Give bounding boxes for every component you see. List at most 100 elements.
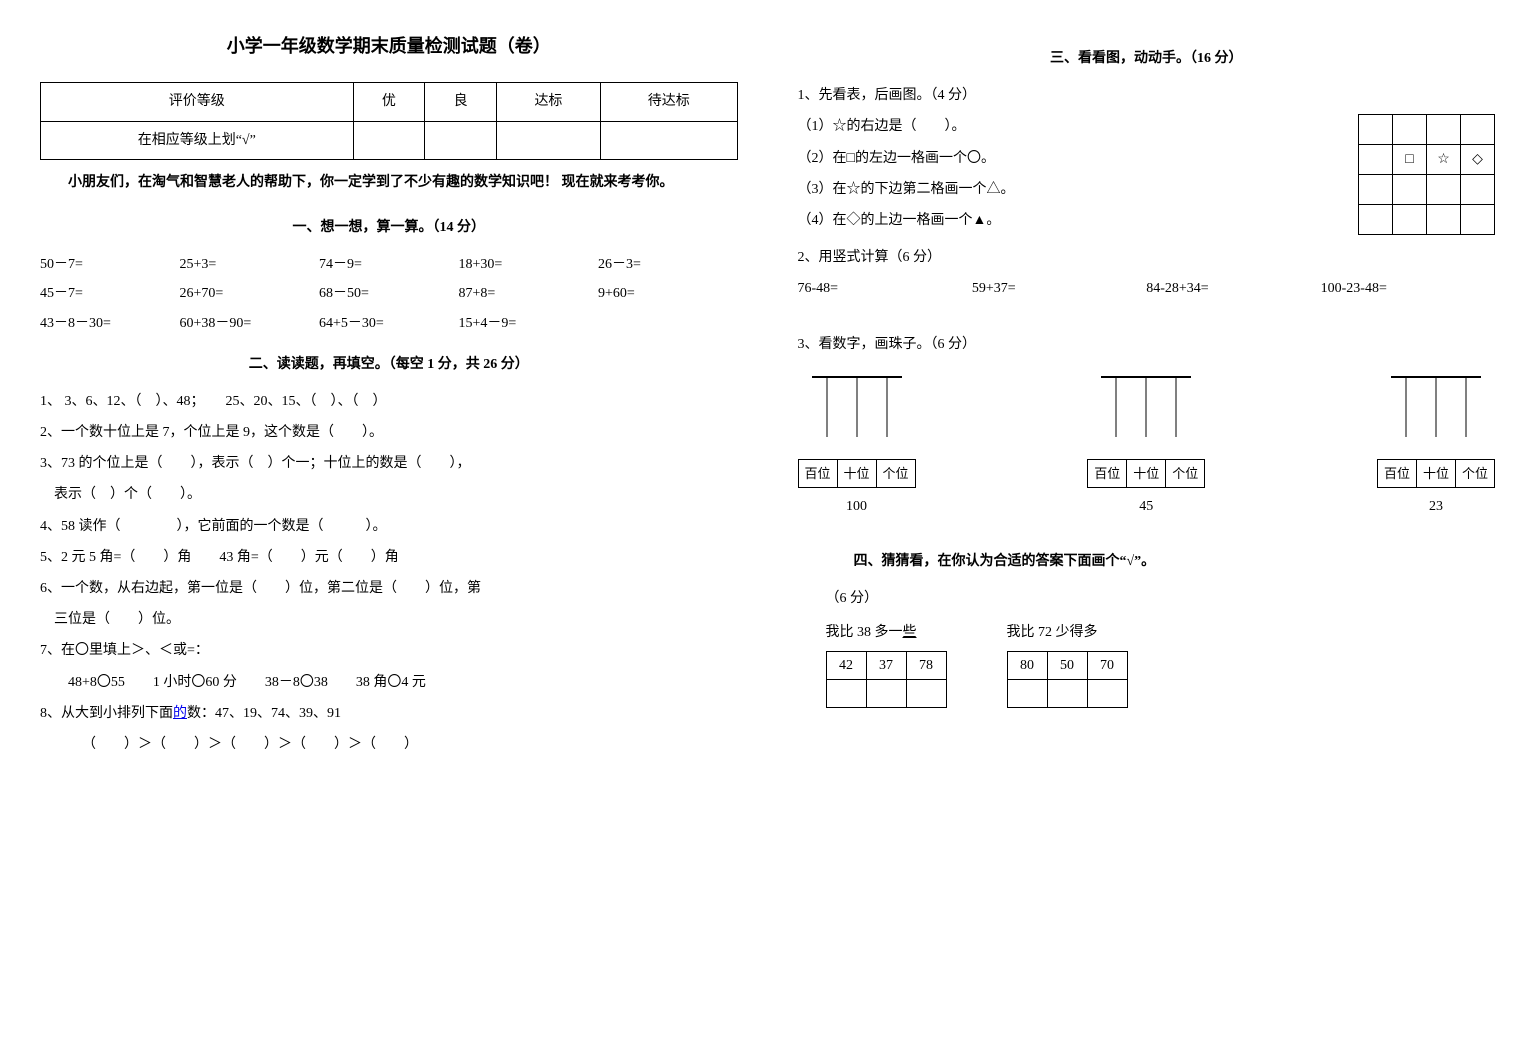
guess-row: 我比 38 多一些 42 37 78 我比 72 少得多 — [798, 620, 1496, 708]
arith-item: 18+30= — [459, 252, 599, 277]
vert-item: 84-28+34= — [1146, 276, 1320, 301]
opt-cell: 70 — [1087, 651, 1127, 679]
grade-cell — [353, 121, 425, 159]
option-table: 80 50 70 — [1007, 651, 1128, 708]
grid-cell — [1393, 175, 1427, 205]
section-1-title: 一、想一想，算一算。（14 分） — [40, 215, 738, 240]
vertical-calc-row: 76-48= 59+37= 84-28+34= 100-23-48= — [798, 276, 1496, 301]
q2-8c: （ ）＞（ ）＞（ ）＞（ ）＞（ ） — [40, 732, 738, 757]
arith-item: 45－7= — [40, 281, 180, 306]
grade-row-label: 在相应等级上划“√” — [41, 121, 354, 159]
q2-1: 1、 3、6、12、（ ）、48； 25、20、15、（ ）、（ ） — [40, 389, 738, 414]
opt-cell: 80 — [1007, 651, 1047, 679]
option-table: 42 37 78 — [826, 651, 947, 708]
guess-label-underline: 些 — [903, 625, 917, 640]
grade-cell — [600, 121, 737, 159]
abacus-45: 百位 十位 个位 45 — [1087, 367, 1205, 520]
arith-item: 43－8－30= — [40, 311, 180, 336]
section-3-title: 三、看看图，动动手。（16 分） — [798, 46, 1496, 71]
arith-item: 64+5－30= — [319, 311, 459, 336]
q2-6b: 三位是（ ）位。 — [40, 607, 738, 632]
arith-item: 26+70= — [180, 281, 320, 306]
section-2-title: 二、读读题，再填空。（每空 1 分，共 26 分） — [40, 352, 738, 377]
grid-cell — [1359, 115, 1393, 145]
q2-5: 5、2 元 5 角=（ ）角 43 角=（ ）元（ ）角 — [40, 545, 738, 570]
place-row: 百位 十位 个位 — [1377, 459, 1495, 488]
table-row: □ ☆ ◇ — [1359, 145, 1495, 175]
arith-item: 26－3= — [598, 252, 738, 277]
opt-blank — [1047, 680, 1087, 708]
opt-blank — [906, 680, 946, 708]
page-title: 小学一年级数学期末质量检测试题（卷） — [40, 30, 738, 62]
grid-cell — [1393, 115, 1427, 145]
grade-cell — [425, 121, 497, 159]
arith-item: 87+8= — [459, 281, 599, 306]
place-label: 个位 — [876, 459, 915, 487]
intro-text: 小朋友们，在淘气和智慧老人的帮助下，你一定学到了不少有趣的数学知识吧！ 现在就来… — [40, 170, 738, 195]
s3-p2: 2、用竖式计算（6 分） — [798, 245, 1496, 270]
guess-block-1: 我比 38 多一些 42 37 78 — [826, 620, 947, 708]
place-label: 个位 — [1455, 459, 1494, 487]
q2-8a: 8、从大到小排列下面 — [40, 706, 173, 721]
grid-cell — [1427, 205, 1461, 235]
abacus-icon — [802, 367, 912, 457]
opt-cell: 42 — [826, 651, 866, 679]
s3-p3: 3、看数字，画珠子。（6 分） — [798, 332, 1496, 357]
table-row: 评价等级 优 良 达标 待达标 — [41, 83, 738, 121]
grade-header: 优 — [353, 83, 425, 121]
grid-cell: ☆ — [1427, 145, 1461, 175]
place-row: 百位 十位 个位 — [1087, 459, 1205, 488]
table-row — [826, 680, 946, 708]
grid-cell — [1359, 205, 1393, 235]
grid-cell — [1359, 175, 1393, 205]
grade-header: 待达标 — [600, 83, 737, 121]
vert-item: 59+37= — [972, 276, 1146, 301]
q2-4: 4、58 读作（ ），它前面的一个数是（ ）。 — [40, 514, 738, 539]
table-row: 42 37 78 — [826, 651, 946, 679]
guess-label-1: 我比 38 多一些 — [826, 620, 947, 645]
grade-table: 评价等级 优 良 达标 待达标 在相应等级上划“√” — [40, 82, 738, 159]
abacus-row: 百位 十位 个位 100 百位 十位 个位 45 — [798, 367, 1496, 520]
grid-cell — [1461, 205, 1495, 235]
grade-header: 评价等级 — [41, 83, 354, 121]
table-row — [1007, 680, 1127, 708]
arith-row: 50－7= 25+3= 74－9= 18+30= 26－3= — [40, 252, 738, 277]
grid-cell — [1393, 205, 1427, 235]
arith-item: 9+60= — [598, 281, 738, 306]
arith-item — [598, 311, 738, 336]
opt-cell: 78 — [906, 651, 946, 679]
guess-label-2: 我比 72 少得多 — [1007, 620, 1128, 645]
vert-item: 100-23-48= — [1321, 276, 1495, 301]
grid-cell — [1461, 175, 1495, 205]
q2-8: 8、从大到小排列下面的数：47、19、74、39、91 — [40, 701, 738, 726]
q2-3b: 表示（ ）个（ ）。 — [40, 482, 738, 507]
arith-item: 74－9= — [319, 252, 459, 277]
opt-blank — [826, 680, 866, 708]
grid-cell — [1461, 115, 1495, 145]
abacus-icon — [1381, 367, 1491, 457]
opt-blank — [1007, 680, 1047, 708]
abacus-23: 百位 十位 个位 23 — [1377, 367, 1495, 520]
place-label: 百位 — [798, 459, 837, 487]
abacus-number: 23 — [1429, 494, 1443, 519]
abacus-icon — [1091, 367, 1201, 457]
abacus-number: 100 — [846, 494, 867, 519]
table-row — [1359, 205, 1495, 235]
place-label: 十位 — [1127, 459, 1166, 487]
abacus-number: 45 — [1139, 494, 1153, 519]
arith-item: 50－7= — [40, 252, 180, 277]
opt-cell: 37 — [866, 651, 906, 679]
q2-6: 6、一个数，从右边起，第一位是（ ）位，第二位是（ ）位，第 — [40, 576, 738, 601]
abacus-100: 百位 十位 个位 100 — [798, 367, 916, 520]
q2-8-link[interactable]: 的 — [173, 706, 187, 721]
arith-item: 60+38－90= — [180, 311, 320, 336]
q2-2: 2、一个数十位上是 7，个位上是 9，这个数是（ ）。 — [40, 420, 738, 445]
grade-header: 达标 — [496, 83, 600, 121]
guess-block-2: 我比 72 少得多 80 50 70 — [1007, 620, 1128, 708]
place-label: 个位 — [1166, 459, 1205, 487]
q2-7b: 48+8〇55 1 小时〇60 分 38－8〇38 38 角〇4 元 — [40, 670, 738, 695]
opt-cell: 50 — [1047, 651, 1087, 679]
position-grid: □ ☆ ◇ — [1358, 114, 1495, 235]
place-label: 十位 — [1416, 459, 1455, 487]
arith-item: 15+4－9= — [459, 311, 599, 336]
